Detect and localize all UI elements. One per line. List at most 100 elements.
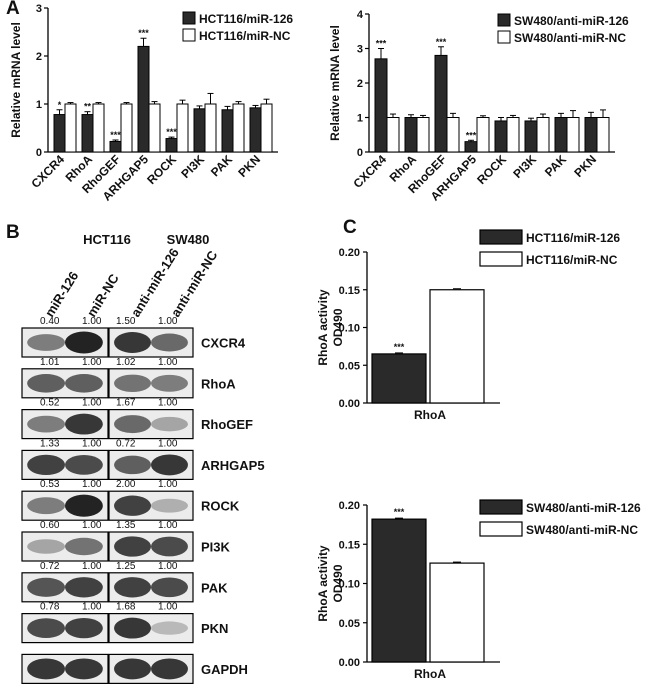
significance-label: * [58,100,62,110]
bar [596,117,610,153]
blot-band [65,537,103,556]
bar [386,117,400,153]
y-tick-label: 2 [36,51,42,63]
densitometry-value: 1.00 [82,316,102,327]
bar [371,353,427,404]
bar [446,117,460,153]
panel-letter-b: B [6,222,20,243]
significance-label: *** [376,39,387,49]
densitometry-value: 1.00 [158,602,178,613]
densitometry-value: 1.67 [116,398,136,409]
y-tick-label: 0.00 [339,398,360,410]
densitometry-value: 1.50 [116,316,136,327]
x-tick-label: PI3K [178,152,207,181]
blot-band [65,374,103,393]
bar [416,117,430,153]
x-tick-label: ROCK [474,152,509,187]
y-tick-label: 0.05 [339,618,360,630]
blot-protein-label: RhoA [201,376,236,391]
bar [64,103,77,153]
legend-swatch [479,521,523,537]
y-axis-label-unit: OD490 [331,564,345,602]
bar [165,138,178,153]
densitometry-value: 1.00 [82,438,102,449]
blot-band [65,331,103,354]
blot-band [151,498,188,513]
blot-band [151,454,188,476]
bar [536,117,550,153]
y-tick-label: 0.20 [339,247,360,259]
y-tick-label: 0.05 [339,360,360,372]
bar [81,114,94,153]
x-tick-label: PAK [542,152,569,179]
bar [429,289,485,404]
legend-swatch [479,229,523,245]
densitometry-value: 1.00 [82,561,102,572]
significance-label: *** [110,130,121,140]
bar [494,120,508,153]
densitometry-value: 1.01 [40,357,60,368]
densitometry-value: 1.00 [158,316,178,327]
bar [148,103,161,153]
blot-protein-label: PI3K [201,540,231,555]
blot-band [114,577,151,598]
densitometry-value: 1.33 [40,438,60,449]
x-tick-label: CXCR4 [28,152,67,191]
blot-band [114,536,151,557]
legend-label: SW480/anti-miR-126 [514,14,629,28]
blot-band [151,333,188,352]
blot-group-label-hct116: HCT116 [83,232,131,247]
bar [109,140,122,153]
blot-band [114,374,151,392]
significance-label: *** [466,130,477,140]
significance-label: ** [84,102,92,112]
y-tick-label: 0.00 [339,657,360,669]
densitometry-value: 1.00 [158,479,178,490]
blot-band [27,658,65,680]
significance-label: *** [138,28,149,38]
blot-band [151,577,188,598]
blot-band [151,536,188,557]
densitometry-value: 0.52 [40,398,60,409]
densitometry-value: 2.00 [116,479,136,490]
blot-band [65,617,103,639]
significance-label: *** [394,507,405,517]
blot-band [27,334,65,351]
legend-swatch [497,13,511,27]
significance-label: *** [166,127,177,137]
densitometry-value: 1.00 [158,398,178,409]
densitometry-value: 1.00 [82,520,102,531]
densitometry-value: 1.00 [158,561,178,572]
blot-band [27,539,65,554]
y-tick-label: 2 [357,78,363,90]
densitometry-value: 1.00 [158,357,178,368]
densitometry-value: 1.00 [82,398,102,409]
bar [92,103,105,153]
panel-letter-a: A [6,0,20,19]
legend-label: SW480/anti-miR-126 [526,501,641,515]
densitometry-value: 0.40 [40,316,60,327]
y-tick-label: 3 [36,3,42,15]
blot-band [65,494,103,517]
blot-group-label-sw480: SW480 [167,232,210,247]
y-axis-label: Relative mRNA level [328,25,342,141]
bar [476,117,490,153]
densitometry-value: 1.00 [82,479,102,490]
bar [584,117,598,153]
densitometry-value: 1.00 [82,602,102,613]
y-tick-label: 1 [357,113,363,125]
y-axis-label-unit: OD490 [331,308,345,346]
bar [464,141,478,153]
bar [137,45,150,153]
densitometry-value: 0.72 [40,561,60,572]
y-axis-label: RhoA activity [316,289,330,366]
bar [404,117,418,153]
bar [249,107,262,153]
legend-label: HCT116/miR-126 [199,12,293,26]
y-tick-label: 0.10 [339,323,360,335]
blot-band [114,495,151,516]
y-tick-label: 0.15 [339,539,360,551]
y-tick-label: 0.10 [339,579,360,591]
bar [232,103,245,153]
blot-band [27,374,65,393]
